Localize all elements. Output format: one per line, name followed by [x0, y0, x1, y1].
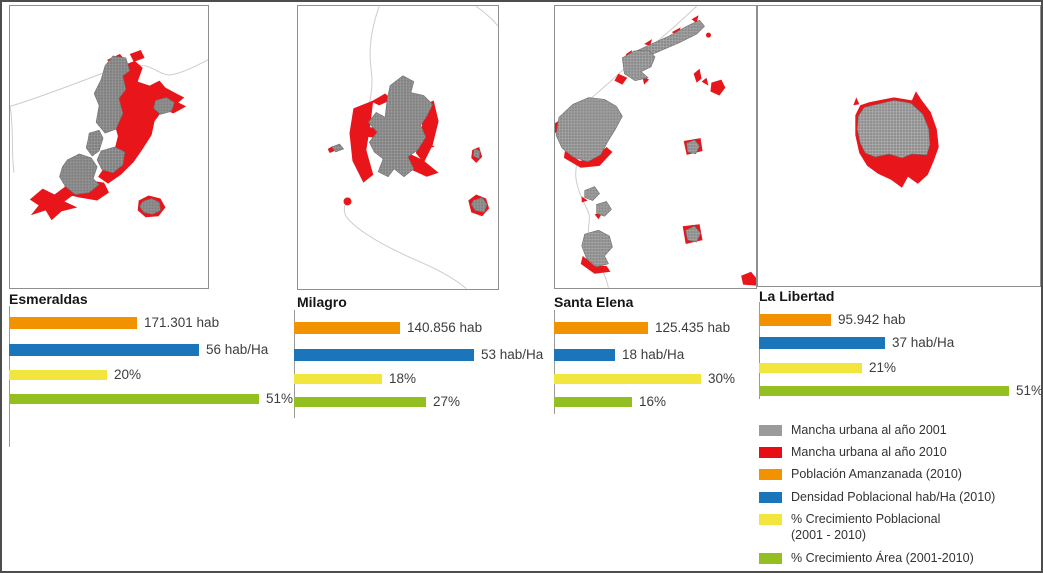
map-panel-esmeraldas: [9, 5, 209, 289]
bar-value-milagro-densidad: 53 hab/Ha: [481, 347, 544, 362]
legend-swatch-2: [759, 469, 782, 480]
bar-value-la-libertad-densidad: 37 hab/Ha: [892, 335, 955, 350]
bar-esmeraldas-crec_poblacional: [9, 370, 107, 380]
admin-boundary-line: [10, 59, 208, 173]
map-panel-santa-elena: [554, 5, 757, 289]
legend-label-5: % Crecimiento Área (2001-2010): [791, 551, 974, 565]
bar-la-libertad-poblacion: [759, 314, 831, 326]
bar-value-milagro-crec_poblacional: 18%: [389, 371, 417, 386]
bar-value-esmeraldas-crec_poblacional: 20%: [114, 367, 142, 382]
map-panel-milagro: [297, 5, 499, 290]
bar-la-libertad-densidad: [759, 337, 885, 349]
legend-label-1: Mancha urbana al año 2010: [791, 445, 947, 459]
bar-value-santa-elena-crec_area: 16%: [639, 394, 667, 409]
bar-la-libertad-crec_poblacional: [759, 363, 862, 373]
urban-2001-layer: [856, 100, 931, 159]
city-label-la-libertad: La Libertad: [759, 288, 835, 304]
urban-2001-layer: [331, 75, 488, 213]
bar-value-milagro-crec_area: 27%: [433, 394, 461, 409]
bar-esmeraldas-crec_area: [9, 394, 259, 404]
legend-label-3: Densidad Poblacional hab/Ha (2010): [791, 490, 996, 504]
bar-la-libertad-crec_area: [759, 386, 1009, 396]
bar-value-la-libertad-crec_area: 51%: [1016, 383, 1043, 398]
bar-esmeraldas-poblacion: [9, 317, 137, 329]
bar-value-la-libertad-poblacion: 95.942 hab: [838, 312, 906, 327]
urban-2001-layer: [59, 55, 175, 215]
city-label-esmeraldas: Esmeraldas: [9, 291, 88, 307]
bar-value-milagro-poblacion: 140.856 hab: [407, 320, 483, 335]
bar-value-santa-elena-crec_poblacional: 30%: [708, 371, 736, 386]
legend-label-2: Población Amanzanada (2010): [791, 467, 962, 481]
bar-santa-elena-densidad: [554, 349, 615, 361]
bar-milagro-densidad: [294, 349, 474, 361]
urban-2001-layer: [555, 19, 705, 268]
legend-swatch-3: [759, 492, 782, 503]
bar-milagro-crec_area: [294, 397, 426, 407]
bar-value-santa-elena-poblacion: 125.435 hab: [655, 320, 731, 335]
legend-swatch-1: [759, 447, 782, 458]
axis-line-milagro: [294, 310, 295, 418]
legend-swatch-4: [759, 514, 782, 525]
map-esmeraldas: [10, 49, 208, 221]
map-la-libertad: [853, 91, 939, 188]
legend-label-0: Mancha urbana al año 2001: [791, 423, 947, 437]
bar-santa-elena-crec_area: [554, 397, 632, 407]
bar-value-la-libertad-crec_poblacional: 21%: [869, 360, 897, 375]
map-panel-la-libertad: [757, 5, 1041, 287]
legend-swatch-0: [759, 425, 782, 436]
bar-santa-elena-poblacion: [554, 322, 648, 334]
bar-value-santa-elena-densidad: 18 hab/Ha: [622, 347, 685, 362]
bar-value-esmeraldas-densidad: 56 hab/Ha: [206, 342, 269, 357]
bar-esmeraldas-densidad: [9, 344, 199, 356]
legend-swatch-5: [759, 553, 782, 564]
bar-value-esmeraldas-crec_area: 51%: [266, 391, 294, 406]
city-label-milagro: Milagro: [297, 294, 347, 310]
bar-milagro-crec_poblacional: [294, 374, 382, 384]
legend-label-4: % Crecimiento Poblacional (2001 - 2010): [791, 512, 941, 542]
bar-value-esmeraldas-poblacion: 171.301 hab: [144, 315, 220, 330]
axis-line-santa-elena: [554, 310, 555, 414]
map-santa-elena: [555, 6, 756, 288]
map-milagro: [327, 6, 498, 289]
city-label-santa-elena: Santa Elena: [554, 294, 634, 310]
bar-milagro-poblacion: [294, 322, 400, 334]
axis-line-la-libertad: [759, 302, 760, 399]
bar-santa-elena-crec_poblacional: [554, 374, 701, 384]
